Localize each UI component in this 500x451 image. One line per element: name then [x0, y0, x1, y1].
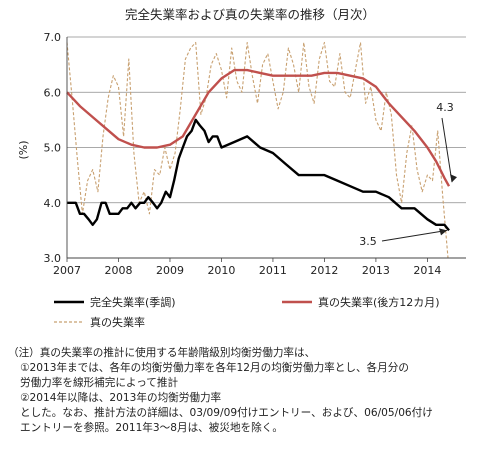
arrowhead-icon [439, 228, 448, 236]
series-line-true-monthly [66, 41, 449, 259]
annotations: 4.3 3.5 [359, 101, 458, 248]
series-line-true-12m [66, 68, 451, 187]
y-tick-label: 7.0 [44, 31, 62, 44]
footnote-line: （注）真の失業率の推計に使用する年齢階級別均衡労働力率は、 [8, 347, 316, 359]
plot-frame [66, 37, 466, 259]
annotation-arrow-3-5 [381, 229, 448, 242]
y-tick-label: 5.0 [44, 142, 62, 155]
x-tick-label: 2007 [53, 264, 81, 277]
series-layer [66, 41, 451, 259]
annotation-arrow-4-3 [441, 117, 453, 183]
y-axis-ticks: 3.0 4.0 5.0 6.0 7.0 [44, 31, 62, 265]
legend: 完全失業率(季調) 真の失業率(後方12カ月) 真の失業率 [54, 295, 440, 329]
x-tick-label: 2010 [207, 264, 235, 277]
footnote-line: ①2013年までは、各年の均衡労働力率を各年12月の均衡労働力率とし、各月分の [20, 362, 409, 374]
legend-label-true-12m: 真の失業率(後方12カ月) [318, 295, 440, 309]
y-tick-label: 6.0 [44, 86, 62, 99]
x-tick-label: 2013 [362, 264, 390, 277]
x-tick-label: 2014 [413, 264, 441, 277]
annotation-label-4-3: 4.3 [436, 101, 454, 114]
y-axis-label: (%) [17, 140, 30, 159]
y-tick-label: 4.0 [44, 197, 62, 210]
x-tick-label: 2011 [259, 264, 287, 277]
annotation-label-3-5: 3.5 [359, 235, 377, 248]
arrowhead-icon [450, 174, 458, 183]
gridlines [67, 36, 466, 259]
x-tick-label: 2009 [156, 264, 184, 277]
x-axis-ticks: 2007 2008 2009 2010 2011 2012 2013 2014 [53, 258, 441, 277]
footnote-line: とした。なお、推計方法の詳細は、03/09/09付けエントリー、および、06/0… [20, 407, 433, 419]
legend-label-true-monthly: 真の失業率 [90, 315, 145, 329]
x-tick-label: 2012 [310, 264, 338, 277]
x-tick-label: 2008 [104, 264, 132, 277]
chart-title: 完全失業率および真の失業率の推移（月次） [125, 7, 375, 22]
series-line-seasonal [67, 118, 450, 232]
footnote-line: 労働力率を線形補完によって推計 [20, 377, 179, 389]
y-tick-label: 3.0 [44, 252, 62, 265]
footnote-line: エントリーを参照。2011年3～8月は、被災地を除く。 [20, 422, 283, 434]
legend-label-seasonal: 完全失業率(季調) [90, 295, 176, 309]
footnote-line: ②2014年以降は、2013年の均衡労働力率 [20, 392, 222, 404]
footnotes: （注）真の失業率の推計に使用する年齢階級別均衡労働力率は、 ①2013年までは、… [8, 346, 496, 436]
